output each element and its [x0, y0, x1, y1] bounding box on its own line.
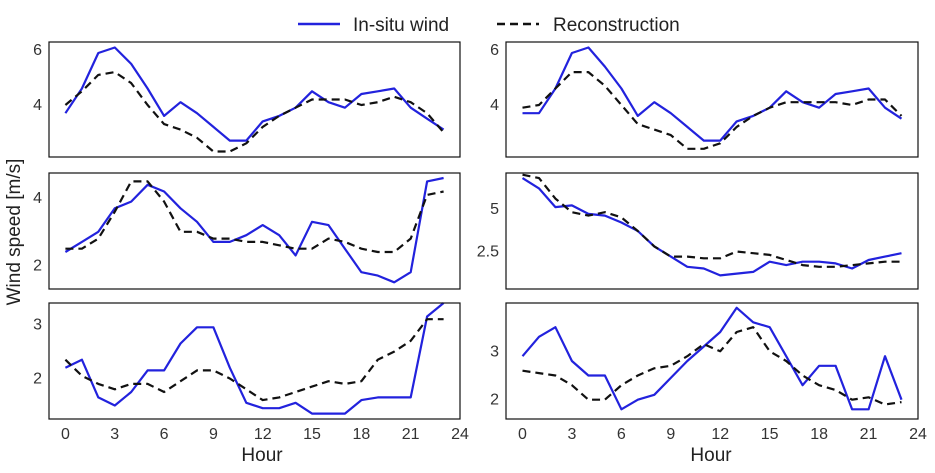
panel-frame — [505, 172, 919, 290]
y-tick-label: 6 — [33, 42, 42, 59]
legend: In-situ wind Reconstruction — [298, 15, 680, 36]
y-tick-label: 3 — [33, 317, 42, 334]
series-line-insitu — [522, 46, 903, 142]
series-line-reconstruction — [64, 70, 445, 153]
series-line-reconstruction — [522, 326, 902, 406]
y-tick-label: 6 — [490, 42, 499, 59]
y-tick-label: 2.5 — [477, 243, 499, 260]
x-axis-title-right: Hour — [690, 445, 732, 466]
series-line-reconstruction — [522, 173, 902, 268]
x-tick-label: 18 — [352, 426, 370, 443]
x-tick-label: 18 — [810, 426, 828, 443]
y-tick-label: 2 — [33, 257, 42, 274]
y-tick-label: 5 — [490, 201, 499, 218]
x-tick-label: 0 — [518, 426, 527, 443]
x-tick-label: 12 — [254, 426, 272, 443]
legend-label-insitu: In-situ wind — [353, 15, 449, 36]
x-tick-label: 24 — [909, 426, 927, 443]
series-line-reconstruction — [65, 180, 444, 254]
panel-3: 2.55 — [477, 172, 919, 290]
x-tick-label: 3 — [110, 426, 119, 443]
panel-2: 24 — [33, 172, 461, 290]
x-tick-label: 15 — [303, 426, 321, 443]
x-tick-label: 0 — [61, 426, 70, 443]
series-line-insitu — [521, 306, 903, 411]
x-tick-label: 21 — [402, 426, 420, 443]
panel-4: 2 3 0 3 6 9 12 15 18 21 24 — [33, 302, 469, 443]
x-tick-label: 6 — [160, 426, 169, 443]
y-tick-label: 2 — [33, 371, 42, 388]
series-line-reconstruction — [522, 70, 903, 150]
panel-frame — [48, 302, 461, 420]
y-tick-label: 3 — [490, 343, 499, 360]
panel-frame — [505, 302, 919, 420]
series-line-insitu — [521, 177, 902, 277]
x-tick-label: 21 — [860, 426, 878, 443]
y-tick-label: 4 — [33, 97, 42, 114]
y-tick-label: 4 — [33, 190, 42, 207]
series-line-insitu — [64, 176, 444, 284]
x-tick-label: 9 — [209, 426, 218, 443]
series-line-insitu — [64, 46, 445, 142]
panel-1: 46 — [490, 41, 919, 158]
y-tick-label: 4 — [490, 97, 499, 114]
y-tick-label: 2 — [490, 392, 499, 409]
panel-frame — [505, 41, 919, 158]
legend-label-reconstruction: Reconstruction — [553, 15, 680, 36]
x-tick-label: 12 — [711, 426, 729, 443]
x-tick-label: 9 — [666, 426, 675, 443]
panel-5: 2 3 0 3 6 9 12 15 18 21 24 — [490, 302, 927, 443]
series-line-insitu — [64, 302, 445, 415]
x-tick-label: 3 — [567, 426, 576, 443]
x-tick-label: 6 — [617, 426, 626, 443]
series-line-reconstruction — [64, 318, 444, 402]
panel-frame — [48, 41, 461, 158]
panel-0: 46 — [33, 41, 461, 158]
panel-frame — [48, 172, 461, 290]
x-tick-label: 24 — [451, 426, 469, 443]
x-axis-title-left: Hour — [241, 445, 283, 466]
x-tick-label: 15 — [761, 426, 779, 443]
y-axis-title: Wind speed [m/s] — [4, 159, 25, 306]
